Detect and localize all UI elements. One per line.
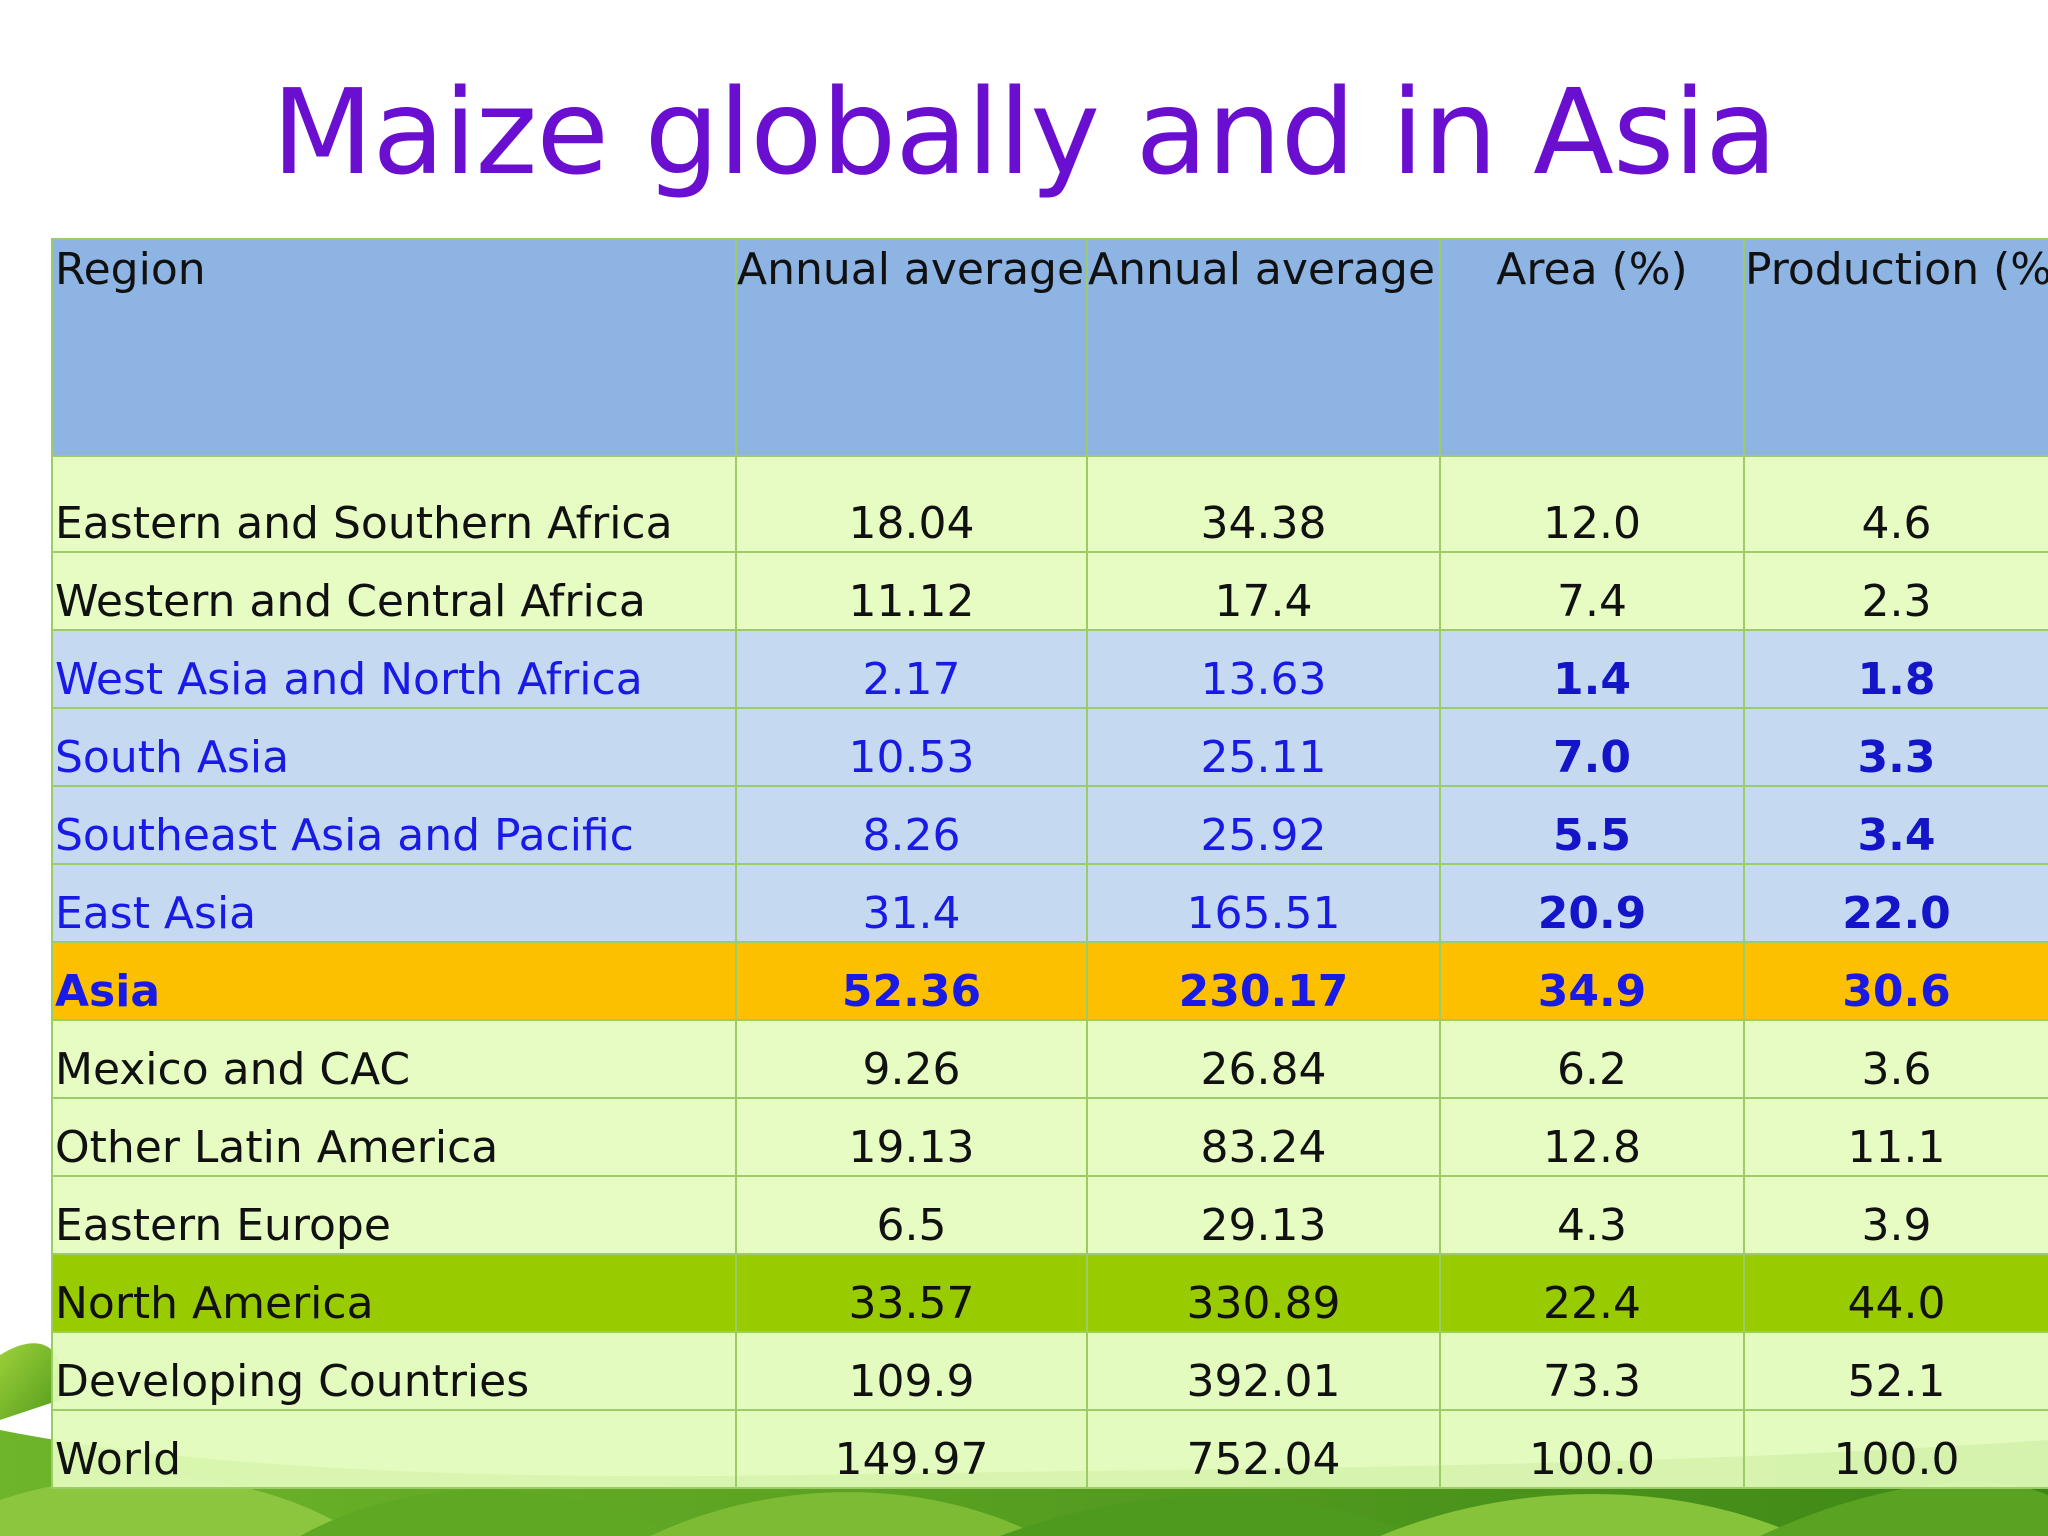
production-cell: 165.51 (1086, 863, 1441, 943)
area-percent-cell: 73.3 (1439, 1331, 1745, 1411)
region-cell: Western and Central Africa (51, 551, 737, 631)
production-cell: 29.13 (1086, 1175, 1441, 1255)
table-row: East Asia 31.4 165.51 20.9 22.0 (51, 863, 2048, 943)
table-row: Other Latin America 19.13 83.24 12.8 11.… (51, 1097, 2048, 1177)
region-cell: Mexico and CAC (51, 1019, 737, 1099)
slide-title: Maize globally and in Asia (271, 63, 1778, 201)
table-row: West Asia and North Africa 2.17 13.63 1.… (51, 629, 2048, 709)
maize-table-container: Region Annual average area (million ha) … (51, 238, 2048, 1489)
area-cell: 33.57 (735, 1253, 1088, 1333)
region-cell: Developing Countries (51, 1331, 737, 1411)
table-row-north-america: North America 33.57 330.89 22.4 44.0 (51, 1253, 2048, 1333)
area-cell: 11.12 (735, 551, 1088, 631)
area-cell: 10.53 (735, 707, 1088, 787)
area-percent-cell: 5.5 (1439, 785, 1745, 865)
area-cell: 2.17 (735, 629, 1088, 709)
production-percent-cell: 44.0 (1743, 1253, 2048, 1333)
production-cell: 83.24 (1086, 1097, 1441, 1177)
area-percent-cell: 12.0 (1439, 455, 1745, 553)
production-cell: 25.11 (1086, 707, 1441, 787)
table-header-row: Region Annual average area (million ha) … (51, 238, 2048, 457)
area-cell: 149.97 (735, 1409, 1088, 1489)
production-percent-cell: 30.6 (1743, 941, 2048, 1021)
production-percent-cell: 11.1 (1743, 1097, 2048, 1177)
area-cell: 8.26 (735, 785, 1088, 865)
region-cell: Eastern Europe (51, 1175, 737, 1255)
production-cell: 392.01 (1086, 1331, 1441, 1411)
header-region: Region (51, 238, 737, 457)
production-cell: 34.38 (1086, 455, 1441, 553)
region-cell: World (51, 1409, 737, 1489)
production-percent-cell: 22.0 (1743, 863, 2048, 943)
maize-data-table: Region Annual average area (million ha) … (51, 238, 2048, 1489)
region-cell: Eastern and Southern Africa (51, 455, 737, 553)
production-cell: 25.92 (1086, 785, 1441, 865)
area-percent-cell: 6.2 (1439, 1019, 1745, 1099)
region-cell: West Asia and North Africa (51, 629, 737, 709)
table-row: South Asia 10.53 25.11 7.0 3.3 (51, 707, 2048, 787)
table-row: World 149.97 752.04 100.0 100.0 (51, 1409, 2048, 1489)
area-cell: 52.36 (735, 941, 1088, 1021)
area-percent-cell: 34.9 (1439, 941, 1745, 1021)
production-percent-cell: 4.6 (1743, 455, 2048, 553)
production-percent-cell: 3.4 (1743, 785, 2048, 865)
production-percent-cell: 3.9 (1743, 1175, 2048, 1255)
area-percent-cell: 7.0 (1439, 707, 1745, 787)
production-percent-cell: 100.0 (1743, 1409, 2048, 1489)
region-cell: Southeast Asia and Pacific (51, 785, 737, 865)
region-cell: East Asia (51, 863, 737, 943)
production-percent-cell: 52.1 (1743, 1331, 2048, 1411)
area-cell: 19.13 (735, 1097, 1088, 1177)
table-row: Southeast Asia and Pacific 8.26 25.92 5.… (51, 785, 2048, 865)
production-cell: 13.63 (1086, 629, 1441, 709)
area-percent-cell: 12.8 (1439, 1097, 1745, 1177)
production-percent-cell: 3.6 (1743, 1019, 2048, 1099)
area-percent-cell: 20.9 (1439, 863, 1745, 943)
area-cell: 9.26 (735, 1019, 1088, 1099)
region-cell: Other Latin America (51, 1097, 737, 1177)
region-cell: South Asia (51, 707, 737, 787)
area-percent-cell: 7.4 (1439, 551, 1745, 631)
production-cell: 330.89 (1086, 1253, 1441, 1333)
header-annual-production: Annual average production (million tons) (1086, 238, 1441, 457)
table-row: Eastern Europe 6.5 29.13 4.3 3.9 (51, 1175, 2048, 1255)
table-row: Western and Central Africa 11.12 17.4 7.… (51, 551, 2048, 631)
area-percent-cell: 22.4 (1439, 1253, 1745, 1333)
area-cell: 31.4 (735, 863, 1088, 943)
production-cell: 230.17 (1086, 941, 1441, 1021)
table-row: Eastern and Southern Africa 18.04 34.38 … (51, 455, 2048, 553)
area-cell: 6.5 (735, 1175, 1088, 1255)
production-percent-cell: 3.3 (1743, 707, 2048, 787)
production-percent-cell: 2.3 (1743, 551, 2048, 631)
area-percent-cell: 1.4 (1439, 629, 1745, 709)
region-cell: North America (51, 1253, 737, 1333)
header-annual-area: Annual average area (million ha) (735, 238, 1088, 457)
header-production-percent: Production (%) (1743, 238, 2048, 457)
area-cell: 109.9 (735, 1331, 1088, 1411)
table-row-asia-total: Asia 52.36 230.17 34.9 30.6 (51, 941, 2048, 1021)
table-row: Developing Countries 109.9 392.01 73.3 5… (51, 1331, 2048, 1411)
area-cell: 18.04 (735, 455, 1088, 553)
region-cell: Asia (51, 941, 737, 1021)
production-cell: 26.84 (1086, 1019, 1441, 1099)
production-cell: 752.04 (1086, 1409, 1441, 1489)
production-cell: 17.4 (1086, 551, 1441, 631)
area-percent-cell: 4.3 (1439, 1175, 1745, 1255)
header-area-percent: Area (%) (1439, 238, 1745, 457)
area-percent-cell: 100.0 (1439, 1409, 1745, 1489)
production-percent-cell: 1.8 (1743, 629, 2048, 709)
table-row: Mexico and CAC 9.26 26.84 6.2 3.6 (51, 1019, 2048, 1099)
